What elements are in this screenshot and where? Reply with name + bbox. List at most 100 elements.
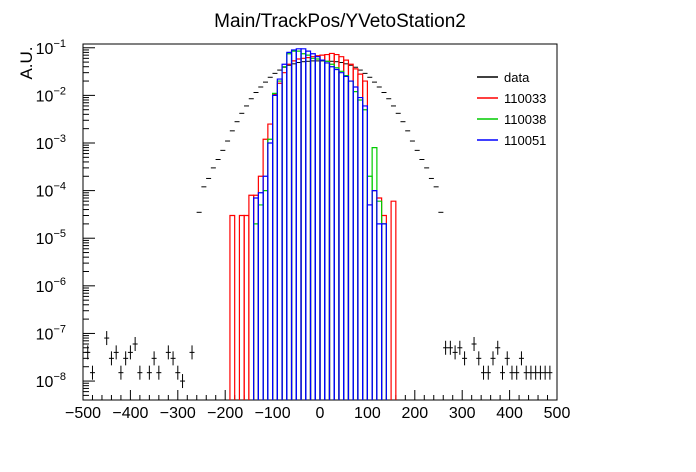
data-point (542, 365, 548, 380)
y-tick-label: 10−4 (36, 181, 66, 201)
histogram-bin (290, 50, 297, 400)
data-point (85, 345, 91, 360)
histogram-bin (314, 56, 321, 400)
histogram-bin (300, 57, 307, 400)
histogram-bin (333, 53, 340, 400)
data-point (495, 340, 501, 355)
data-point (499, 365, 505, 380)
histogram-bin (309, 53, 316, 400)
histogram-bin (262, 138, 269, 400)
histogram-bin (333, 68, 340, 400)
data-point (523, 365, 529, 380)
data-point (170, 351, 176, 366)
histogram-bin (253, 223, 259, 400)
histogram-bin (314, 55, 321, 400)
histogram-bin (343, 75, 350, 400)
histogram-bin (328, 52, 335, 400)
histogram-bin (257, 175, 264, 400)
histogram-bin (262, 175, 269, 400)
y-tick-label: 10−1 (36, 38, 66, 58)
histogram-bin (376, 200, 383, 400)
histogram-bin (376, 197, 383, 400)
histogram-bin (314, 58, 321, 400)
histogram-bin (286, 63, 293, 400)
x-tick-label: −500 (65, 405, 101, 422)
histogram-bin (229, 214, 236, 400)
legend-entry-110051: 110051 (477, 133, 546, 148)
histogram-bin (305, 57, 312, 400)
x-tick-label: −300 (160, 405, 196, 422)
data-point (471, 337, 477, 352)
histogram-bin (281, 63, 288, 400)
histogram-bin (257, 204, 264, 400)
histogram-bin (286, 53, 293, 400)
histogram-bin (376, 223, 383, 400)
y-tick-label: 10−8 (36, 371, 66, 391)
data-point (504, 351, 510, 366)
histogram-bin (238, 214, 245, 400)
data-point (533, 365, 539, 380)
histogram-bin (300, 48, 307, 400)
y-axis: 10−8 10−7 10−6 10−5 10−4 10−3 10−2 10−1 (36, 38, 95, 401)
data-point (146, 365, 152, 380)
data-point (528, 365, 534, 380)
data-point (547, 365, 553, 380)
data-point (137, 365, 143, 380)
histogram-bin (371, 190, 378, 400)
legend-label: 110033 (504, 91, 546, 106)
data-point (514, 365, 520, 380)
histogram-bin (253, 194, 259, 400)
histogram-bin (381, 214, 387, 400)
histogram-bin (305, 50, 312, 400)
x-tick-label: 0 (316, 405, 325, 422)
chart-title: Main/TrackPos/YVetoStation2 (214, 11, 466, 32)
data-point (490, 351, 496, 366)
histogram-bin (300, 53, 307, 400)
legend-entry-110033: 110033 (477, 91, 546, 106)
histogram-bin (257, 192, 264, 400)
data-point (175, 365, 181, 380)
data-point (481, 365, 487, 380)
histogram-bin (338, 70, 345, 400)
x-tick-label: −200 (207, 405, 243, 422)
histogram-bin (272, 92, 278, 400)
data-point (457, 340, 463, 355)
histogram-bin (309, 56, 316, 400)
data-point (118, 365, 124, 380)
y-tick-label: 10−3 (36, 133, 66, 153)
histogram-bin (347, 80, 354, 400)
legend-entry-110038: 110038 (477, 112, 546, 127)
data-point (104, 331, 110, 346)
histogram-bin (253, 197, 259, 400)
histogram-bin (319, 59, 326, 400)
histogram-bin (371, 190, 378, 400)
data-point (518, 351, 524, 366)
histogram-bin (262, 190, 269, 400)
histogram-bin (305, 54, 312, 400)
histogram-bin (352, 68, 359, 400)
histogram-bin (390, 200, 397, 400)
data-point (156, 365, 162, 380)
data-point (509, 365, 515, 380)
data-point (165, 345, 171, 360)
series-layer (85, 48, 553, 400)
histogram-bin (290, 60, 297, 400)
histogram-bin (243, 214, 250, 400)
x-tick-label: 200 (401, 405, 428, 422)
histogram-bin (362, 109, 368, 400)
data-point (462, 351, 468, 366)
x-tick-label: 300 (449, 405, 476, 422)
histogram-bin (248, 194, 255, 400)
data-point (180, 374, 186, 389)
histogram-bin (347, 63, 354, 400)
histogram-bin (381, 223, 387, 400)
histogram-bin (267, 142, 274, 400)
x-tick-label: −400 (112, 405, 148, 422)
histogram-bin (276, 78, 283, 400)
y-axis-label: A.U. (17, 46, 36, 79)
histogram-bin (381, 223, 387, 400)
histogram-bin (371, 147, 378, 400)
histogram-bin (309, 57, 316, 400)
x-tick-label: 100 (354, 405, 381, 422)
